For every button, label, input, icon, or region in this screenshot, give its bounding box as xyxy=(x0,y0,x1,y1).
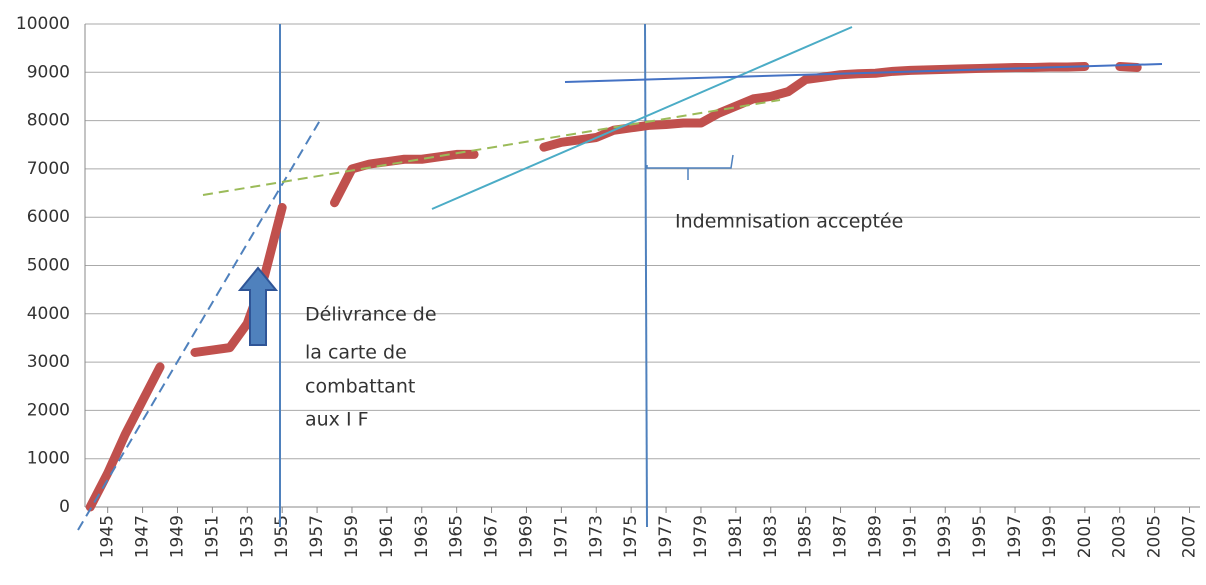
series-layer xyxy=(85,62,1142,512)
y-tick-label: 10000 xyxy=(16,14,70,34)
x-tick-label: 1987 xyxy=(831,515,851,558)
x-tick-label: 1993 xyxy=(935,515,955,558)
x-tick-label: 1957 xyxy=(307,515,327,558)
x-tick-label: 1959 xyxy=(342,515,362,558)
x-tick-label: 1979 xyxy=(691,515,711,558)
annotation-text: Indemnisation acceptée xyxy=(675,211,903,233)
x-tick-label: 1963 xyxy=(412,515,432,558)
y-tick-label: 2000 xyxy=(27,400,70,420)
x-tick-label: 1951 xyxy=(202,515,222,558)
x-tick-label: 1981 xyxy=(726,515,746,558)
x-tick-label: 1983 xyxy=(761,515,781,558)
y-tick-label: 4000 xyxy=(27,304,70,324)
x-tick-label: 1961 xyxy=(377,515,397,558)
trend-line xyxy=(202,99,781,196)
x-tick-label: 1977 xyxy=(656,515,676,558)
axes: 0 1000 2000 3000 4000 5000 6000 7000 8000 9000 100… xyxy=(16,14,1200,558)
x-tick-label: 1999 xyxy=(1040,515,1060,558)
y-tick-label: 0 xyxy=(59,497,70,517)
x-tick-label: 1989 xyxy=(865,515,885,558)
x-tick-label: 2003 xyxy=(1110,515,1130,558)
x-tick-label: 2001 xyxy=(1075,515,1095,558)
bracket xyxy=(646,154,734,180)
x-tick-label: 1975 xyxy=(621,515,641,558)
x-tick-label: 1949 xyxy=(167,515,187,558)
x-tick-label: 1985 xyxy=(796,515,816,558)
x-tick-label: 1991 xyxy=(900,515,920,558)
x-tick-label: 1953 xyxy=(237,515,257,558)
trend-line xyxy=(564,63,1163,83)
trend-line xyxy=(431,26,853,210)
annotation-text: combattant xyxy=(305,376,415,398)
annotation: Délivrance de la carte de combattant aux I … xyxy=(305,304,437,431)
x-tick-label: 1995 xyxy=(970,515,990,558)
x-tick-label: 2005 xyxy=(1145,515,1165,558)
x-tick-label: 1947 xyxy=(133,515,153,558)
annotation: Indemnisation acceptée xyxy=(675,211,903,233)
annotation-text: la carte de xyxy=(305,342,407,364)
x-tick-label: 1997 xyxy=(1005,515,1025,558)
y-tick-label: 6000 xyxy=(27,207,70,227)
x-tick-label: 1969 xyxy=(516,515,536,558)
y-tick-label: 5000 xyxy=(27,256,70,276)
annotation-text: aux I F xyxy=(305,409,369,431)
y-tick-label: 7000 xyxy=(27,159,70,179)
x-tick-label: 1955 xyxy=(272,515,292,558)
annotation-text: Délivrance de xyxy=(305,304,437,326)
x-tick-label: 1971 xyxy=(551,515,571,558)
y-tick-label: 1000 xyxy=(27,449,70,469)
x-tick-label: 1967 xyxy=(482,515,502,558)
x-tick-label: 1945 xyxy=(98,515,118,558)
arrow xyxy=(237,266,279,346)
y-tick-label: 9000 xyxy=(27,62,70,82)
trend-line xyxy=(77,116,323,531)
vertical-marker xyxy=(644,23,648,528)
x-tick-label: 1965 xyxy=(447,515,467,558)
y-tick-label: 8000 xyxy=(27,111,70,131)
x-tick-label: 1973 xyxy=(586,515,606,558)
x-tick-label: 2007 xyxy=(1180,515,1200,558)
data-line xyxy=(85,62,1142,512)
y-tick-label: 3000 xyxy=(27,352,70,372)
